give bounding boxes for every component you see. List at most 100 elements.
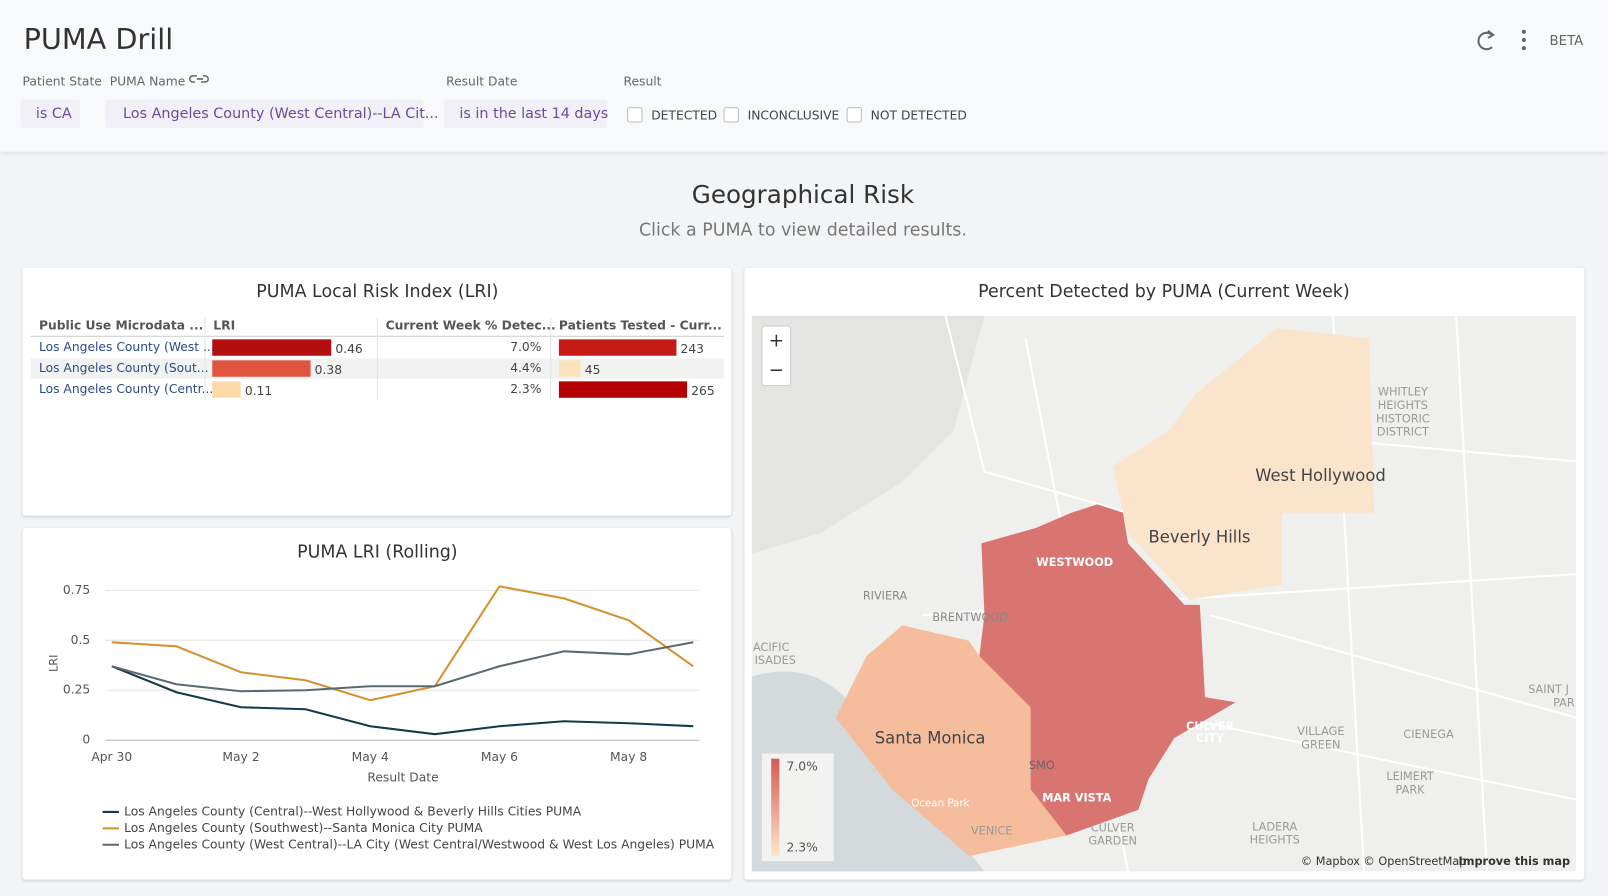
- place-label: Beverly Hills: [1149, 528, 1251, 547]
- legend-label[interactable]: Los Angeles County (West Central)--LA Ci…: [124, 837, 715, 851]
- place-label: LEIMERT: [1386, 770, 1434, 783]
- legend-gradient: [771, 758, 780, 857]
- place-label: Santa Monica: [875, 729, 986, 748]
- hills: [751, 315, 985, 554]
- refresh-icon[interactable]: [1477, 29, 1495, 51]
- lri-bar: [212, 360, 311, 377]
- place-label: HEIGHTS: [1250, 834, 1300, 847]
- filter-chip[interactable]: [20, 99, 80, 129]
- place-label: Ocean Park: [911, 798, 969, 810]
- pct-cell: 7.0%: [510, 340, 541, 354]
- row-name[interactable]: Los Angeles County (West ...: [39, 340, 215, 354]
- place-label: MAR VISTA: [1042, 792, 1111, 805]
- x-tick-label: May 8: [610, 750, 647, 764]
- place-label: CULVER: [1186, 720, 1234, 733]
- place-label: GREEN: [1301, 738, 1340, 751]
- legend-min: 2.3%: [787, 840, 818, 854]
- column-header: LRI: [213, 319, 235, 333]
- column-header: Current Week % Detec...: [386, 319, 556, 333]
- tested-label: 243: [681, 342, 704, 356]
- place-label: GARDEN: [1088, 835, 1136, 848]
- lri-label: 0.46: [335, 342, 363, 356]
- map-title: Percent Detected by PUMA (Current Week): [978, 282, 1350, 302]
- tested-bar: [558, 339, 677, 356]
- place-label: CIENEGA: [1403, 728, 1454, 741]
- region-west-central[interactable]: [979, 504, 1236, 836]
- pct-cell: 4.4%: [510, 361, 541, 375]
- series-line: [111, 585, 694, 702]
- pct-cell: 2.3%: [510, 382, 541, 396]
- filter-label: Patient State: [23, 75, 102, 89]
- filter-value[interactable]: is in the last 14 days: [459, 106, 608, 122]
- place-label: WESTWOOD: [1036, 556, 1113, 569]
- filter-label: Result: [624, 75, 662, 89]
- page-title: PUMA Drill: [24, 22, 174, 56]
- link-icon: [189, 75, 209, 83]
- legend-label[interactable]: Los Angeles County (Southwest)--Santa Mo…: [124, 821, 483, 835]
- checkbox-label: NOT DETECTED: [871, 108, 967, 122]
- lri-bar: [212, 339, 332, 356]
- place-label: RIVIERA: [863, 590, 908, 603]
- row-name[interactable]: Los Angeles County (Sout...: [39, 361, 209, 375]
- series-line: [111, 665, 694, 736]
- place-label: ISADES: [755, 654, 796, 667]
- place-label: VENICE: [971, 824, 1013, 837]
- filter-chip[interactable]: [105, 99, 424, 129]
- improve-link[interactable]: Improve this map: [1459, 855, 1571, 868]
- y-tick-label: 0.25: [63, 683, 90, 697]
- row-name[interactable]: Los Angeles County (Centr...: [39, 382, 213, 396]
- legend-max: 7.0%: [787, 759, 818, 773]
- tested-label: 45: [585, 363, 601, 377]
- filter-chip[interactable]: [444, 99, 608, 129]
- tested-label: 265: [691, 384, 714, 398]
- y-tick-label: 0: [82, 733, 90, 747]
- place-label: HISTORIC: [1376, 412, 1430, 425]
- place-label: VILLAGE: [1297, 725, 1344, 738]
- menu-icon[interactable]: [1521, 29, 1526, 51]
- lri-bar: [212, 381, 241, 398]
- place-label: HEIGHTS: [1378, 399, 1428, 412]
- zoom-in[interactable]: +: [769, 330, 784, 351]
- filter-label: PUMA Name: [110, 75, 186, 89]
- section-subtitle: Click a PUMA to view detailed results.: [639, 221, 967, 241]
- place-label: WHITLEY: [1378, 386, 1428, 399]
- legend-label[interactable]: Los Angeles County (Central)--West Holly…: [124, 804, 582, 818]
- filter-label: Result Date: [446, 75, 517, 89]
- place-label: SAINT J: [1528, 683, 1569, 696]
- tested-bar: [558, 360, 581, 377]
- zoom-out[interactable]: −: [769, 360, 784, 381]
- place-label: CITY: [1196, 732, 1225, 745]
- place-label: PARK: [1396, 783, 1426, 796]
- checkbox[interactable]: [627, 107, 643, 123]
- x-tick-label: May 6: [481, 750, 518, 764]
- checkbox[interactable]: [723, 107, 739, 123]
- x-axis-label: Result Date: [367, 771, 438, 785]
- filter-value[interactable]: is CA: [36, 106, 72, 122]
- place-label: CULVER: [1091, 821, 1135, 834]
- place-label: BRENTWOOD: [932, 611, 1008, 624]
- y-axis-label: LRI: [47, 655, 60, 672]
- map[interactable]: + − 7.0% 2.3% © Mapbox © OpenStreetMap I…: [751, 308, 1577, 872]
- filter-value[interactable]: Los Angeles County (West Central)--LA Ci…: [123, 106, 439, 122]
- checkbox[interactable]: [846, 107, 862, 123]
- y-tick-label: 0.75: [63, 583, 90, 597]
- place-label: DISTRICT: [1377, 426, 1429, 439]
- lri-label: 0.11: [245, 384, 272, 398]
- x-tick-label: May 4: [352, 750, 389, 764]
- region-central[interactable]: [1112, 328, 1375, 600]
- place-label: LADERA: [1252, 820, 1297, 833]
- x-tick-label: May 2: [222, 750, 259, 764]
- zoom-control[interactable]: [761, 325, 792, 386]
- section-title: Geographical Risk: [692, 180, 915, 209]
- place-label: PAR: [1553, 696, 1575, 709]
- place-label: SMO: [1029, 759, 1055, 772]
- table-title: PUMA Local Risk Index (LRI): [256, 282, 498, 302]
- region-southwest[interactable]: [835, 625, 1067, 857]
- column-header: Patients Tested - Curr...: [559, 319, 722, 333]
- checkbox-label: INCONCLUSIVE: [748, 108, 840, 122]
- line-panel: [22, 527, 732, 880]
- attribution: © Mapbox © OpenStreetMap: [1301, 855, 1467, 868]
- beta-badge: BETA: [1550, 34, 1584, 49]
